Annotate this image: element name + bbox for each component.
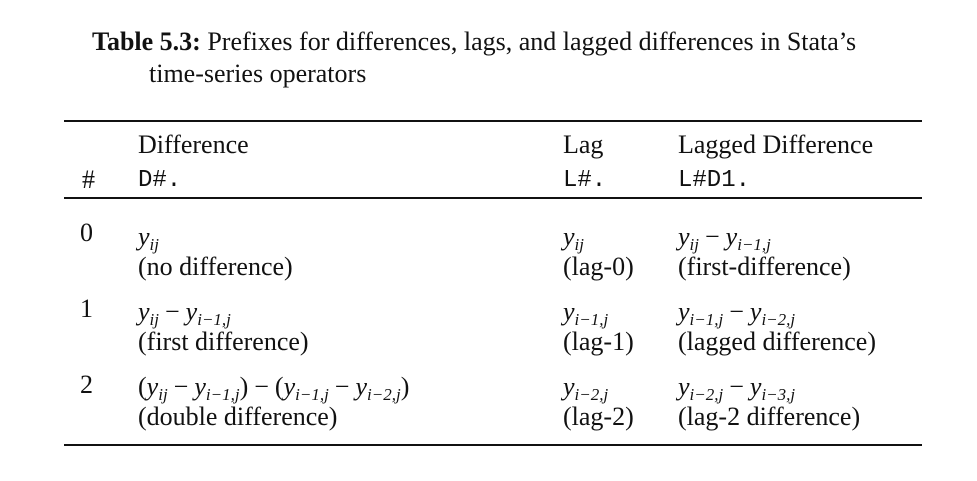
table-bottom-rule xyxy=(64,444,922,446)
row-2-index: 2 xyxy=(80,370,93,399)
row-1-difference-expr: yij − yi−1,j xyxy=(138,297,231,329)
header-lagged-difference-code: L#D1. xyxy=(678,167,751,194)
header-hash: # xyxy=(82,165,95,194)
row-1-index: 1 xyxy=(80,294,93,323)
row-0-lagged-note: (first-difference) xyxy=(678,252,851,281)
row-1-difference-note: (first difference) xyxy=(138,327,309,356)
header-difference-code: D#. xyxy=(138,167,182,194)
row-0-lagged-expr: yij − yi−1,j xyxy=(678,222,771,254)
table-header-rule xyxy=(64,197,922,199)
caption-text-line2: time-series operators xyxy=(149,59,367,88)
row-2-lag-expr: yi−2,j xyxy=(563,372,609,404)
row-1-lagged-expr: yi−1,j − yi−2,j xyxy=(678,297,796,329)
header-difference: Difference xyxy=(138,130,249,159)
table-caption: Table 5.3: Prefixes for differences, lag… xyxy=(92,26,952,90)
header-lagged-difference: Lagged Difference xyxy=(678,130,874,159)
caption-text-line1: Prefixes for differences, lags, and lagg… xyxy=(207,27,857,56)
row-1-lag-note: (lag-1) xyxy=(563,327,634,356)
header-lag-code: L#. xyxy=(563,167,607,194)
table-top-rule xyxy=(64,120,922,122)
row-2-difference-note: (double difference) xyxy=(138,402,338,431)
row-0-lag-note: (lag-0) xyxy=(563,252,634,281)
row-0-index: 0 xyxy=(80,218,93,247)
row-0-difference-note: (no difference) xyxy=(138,252,293,281)
row-2-lagged-expr: yi−2,j − yi−3,j xyxy=(678,372,796,404)
row-0-difference-expr: yij xyxy=(138,222,159,254)
header-lag: Lag xyxy=(563,130,604,159)
row-1-lagged-note: (lagged difference) xyxy=(678,327,877,356)
caption-label: Table 5.3: xyxy=(92,27,201,56)
row-0-lag-expr: yij xyxy=(563,222,584,254)
row-2-difference-expr: (yij − yi−1,j) − (yi−1,j − yi−2,j) xyxy=(138,372,410,404)
row-2-lag-note: (lag-2) xyxy=(563,402,634,431)
row-1-lag-expr: yi−1,j xyxy=(563,297,609,329)
row-2-lagged-note: (lag-2 difference) xyxy=(678,402,861,431)
